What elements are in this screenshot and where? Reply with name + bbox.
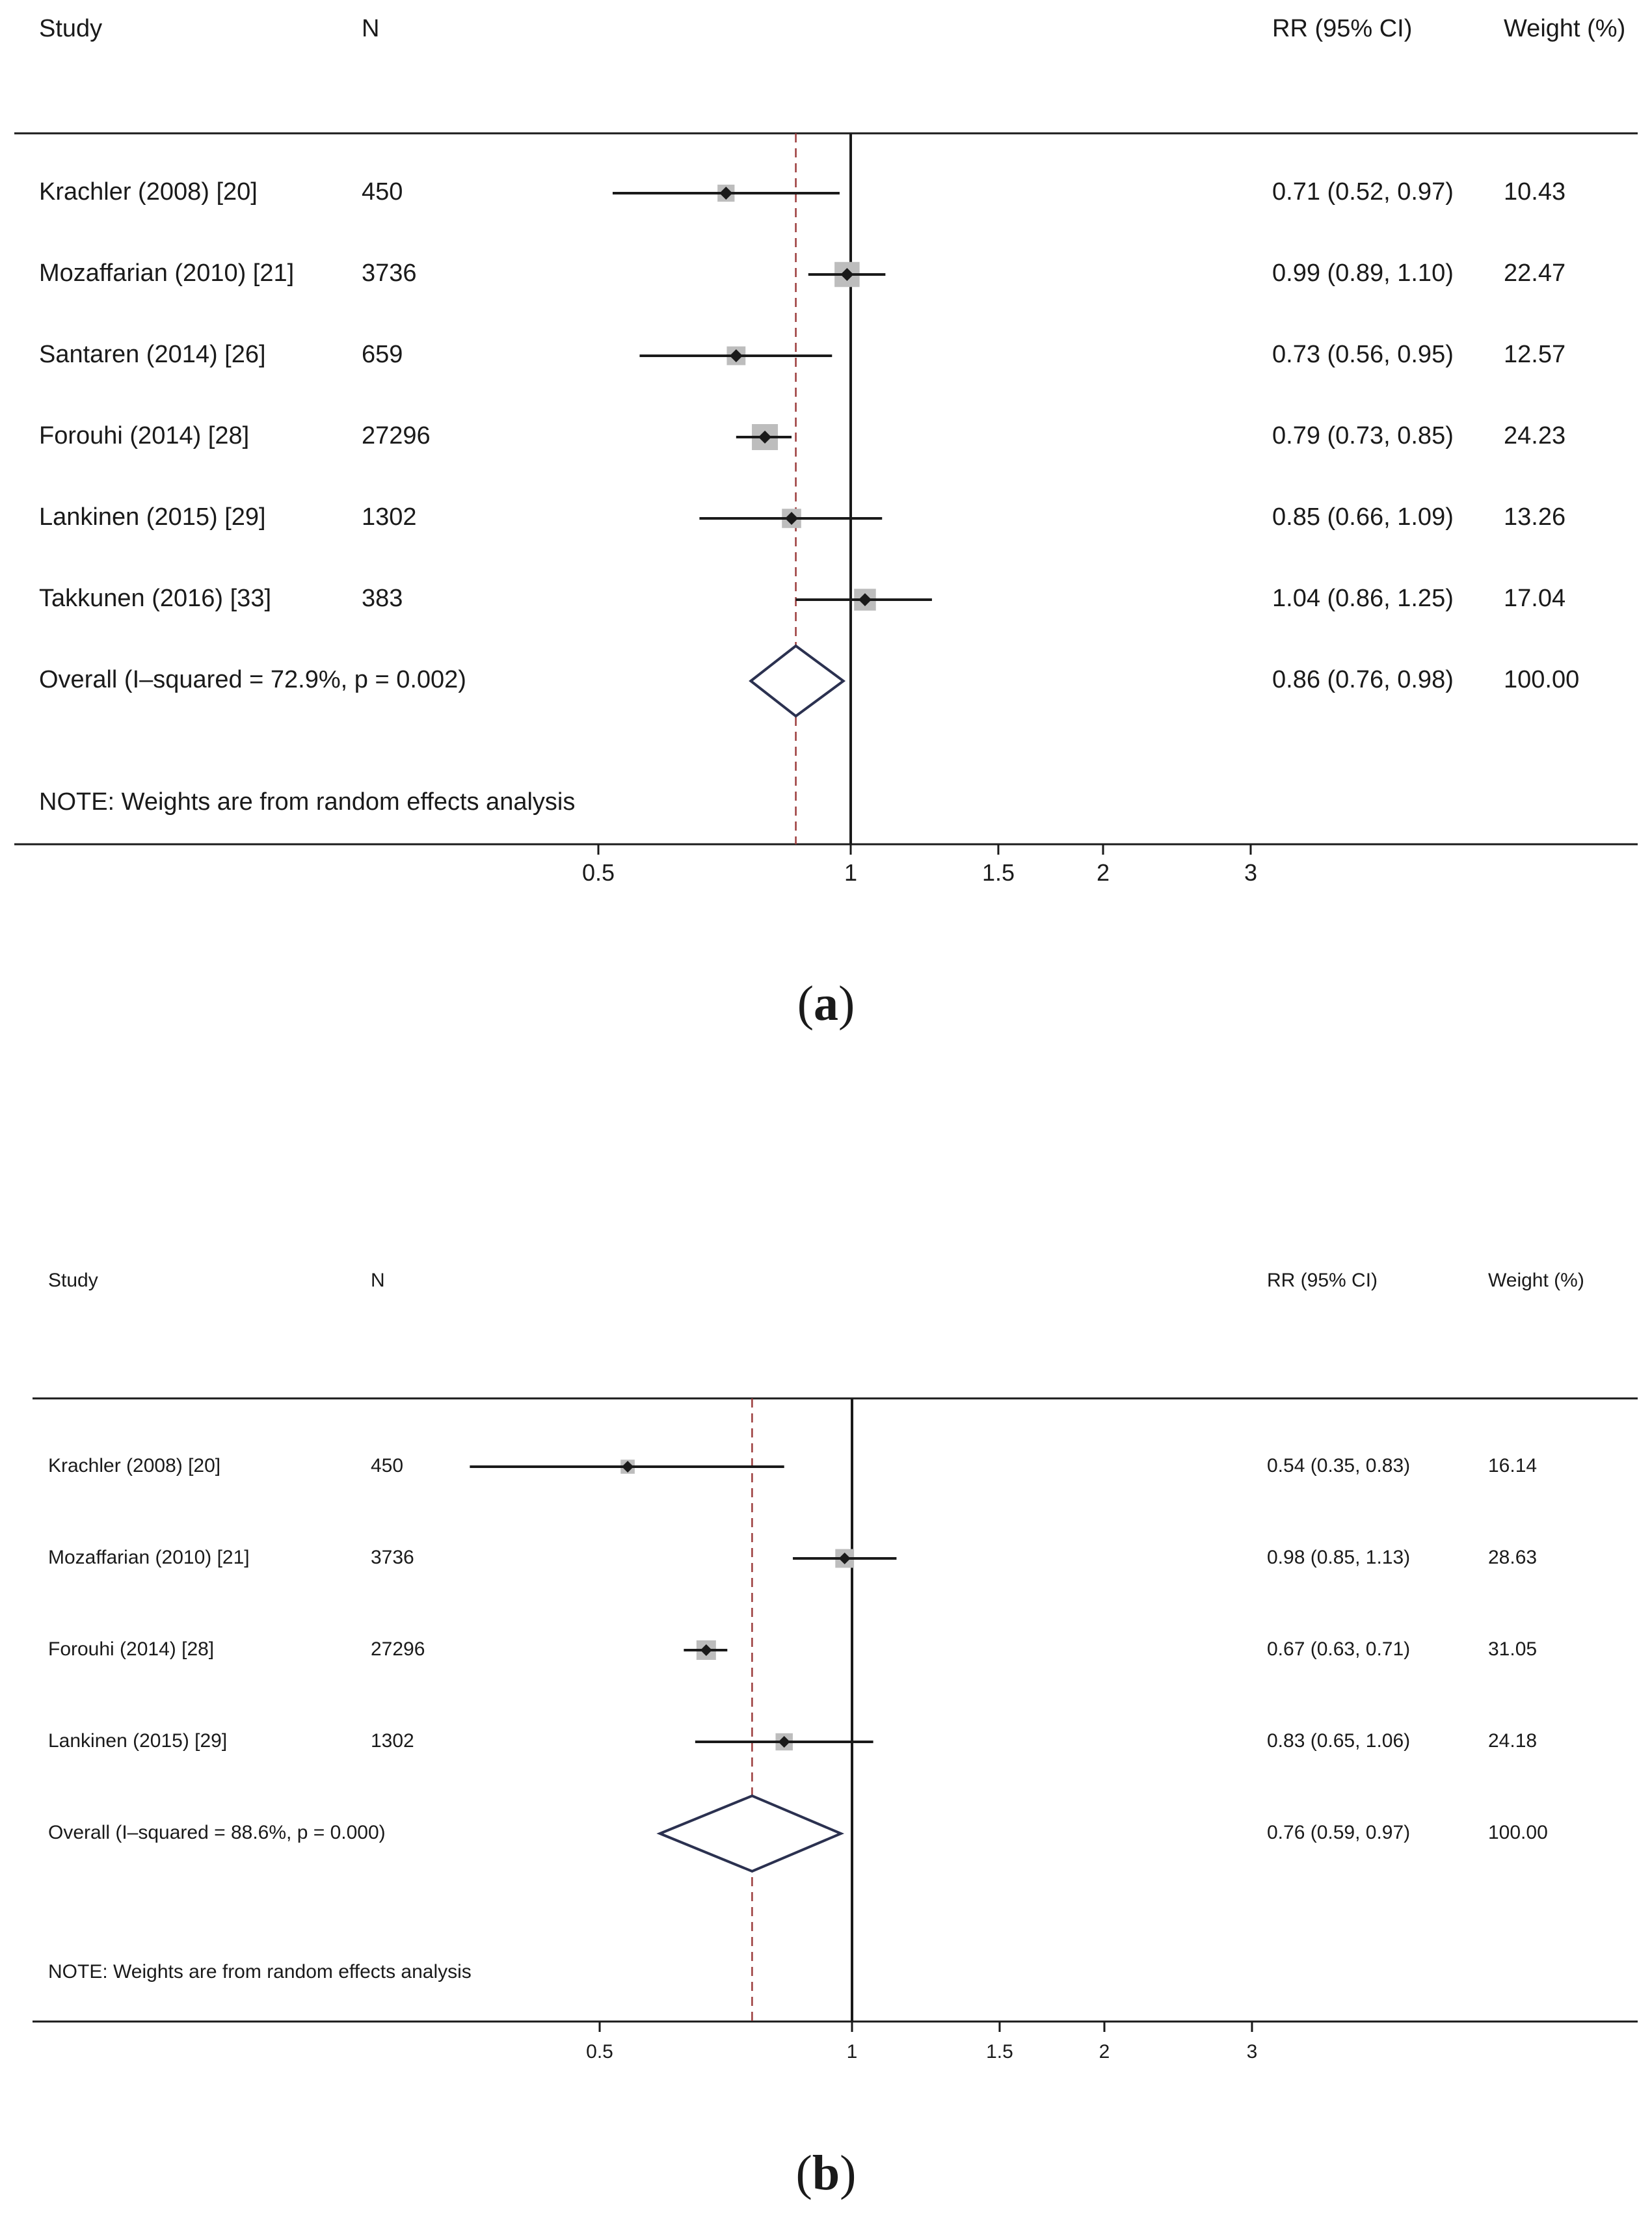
study-weight: 13.26 — [1504, 503, 1565, 531]
study-weight: 24.23 — [1504, 422, 1565, 449]
header-weight: Weight (%) — [1488, 1270, 1584, 1291]
overall-rr-ci: 0.86 (0.76, 0.98) — [1272, 666, 1454, 693]
x-tick-label: 3 — [1247, 2041, 1258, 2062]
study-label: Lankinen (2015) [29] — [39, 503, 266, 531]
study-weight: 10.43 — [1504, 178, 1565, 206]
forest-plot-panel-b: Study N RR (95% CI) Weight (%) Krachler (200… — [0, 1223, 1652, 2216]
overall-rr-ci: 0.76 (0.59, 0.97) — [1267, 1822, 1410, 1843]
study-label: Santaren (2014) [26] — [39, 341, 266, 368]
study-label: Krachler (2008) [20] — [39, 178, 258, 206]
study-weight: 28.63 — [1488, 1547, 1537, 1568]
panel-label-b: (b) — [795, 2146, 857, 2200]
x-tick-label: 0.5 — [586, 2041, 613, 2062]
x-tick-label: 2 — [1099, 2041, 1110, 2062]
study-point-estimate — [778, 1736, 790, 1748]
study-rr-ci: 0.71 (0.52, 0.97) — [1272, 178, 1454, 206]
x-tick-label: 3 — [1244, 859, 1257, 886]
panel-label-b-letter: b — [812, 2146, 840, 2200]
study-point-estimate — [719, 187, 733, 200]
study-point-estimate — [785, 512, 799, 525]
study-label: Forouhi (2014) [28] — [48, 1638, 214, 1660]
study-point-estimate — [758, 431, 772, 444]
study-rr-ci: 0.54 (0.35, 0.83) — [1267, 1455, 1410, 1476]
overall-diamond — [749, 644, 846, 718]
panel-label-a-letter: a — [814, 976, 838, 1031]
overall-weight: 100.00 — [1488, 1822, 1548, 1843]
study-n: 1302 — [362, 503, 417, 531]
x-tick-label: 2 — [1097, 859, 1110, 886]
x-tick-label: 0.5 — [582, 859, 615, 886]
study-rr-ci: 1.04 (0.86, 1.25) — [1272, 585, 1454, 612]
overall-weight: 100.00 — [1504, 666, 1579, 693]
weights-note: NOTE: Weights are from random effects an… — [48, 1961, 472, 1982]
study-n: 27296 — [371, 1638, 425, 1660]
study-weight: 31.05 — [1488, 1638, 1537, 1660]
study-weight: 22.47 — [1504, 260, 1565, 287]
study-n: 27296 — [362, 422, 431, 449]
x-tick-label: 1.5 — [986, 2041, 1013, 2062]
study-n: 383 — [362, 585, 403, 612]
study-label: Mozaffarian (2010) [21] — [39, 260, 294, 287]
study-rr-ci: 0.98 (0.85, 1.13) — [1267, 1547, 1410, 1568]
study-point-estimate — [700, 1644, 712, 1656]
forest-plot-panel-a: Study N RR (95% CI) Weight (%) Krachler (200… — [0, 0, 1652, 1041]
study-n: 659 — [362, 341, 403, 368]
x-tick-label: 1 — [844, 859, 857, 886]
x-tick-label: 1.5 — [982, 859, 1015, 886]
header-study: Study — [48, 1270, 98, 1291]
study-point-estimate — [622, 1461, 634, 1473]
x-tick-label: 1 — [847, 2041, 858, 2062]
study-weight: 24.18 — [1488, 1730, 1537, 1752]
overall-diamond — [656, 1794, 845, 1873]
study-n: 450 — [371, 1455, 403, 1476]
study-weight: 17.04 — [1504, 585, 1565, 612]
study-label: Forouhi (2014) [28] — [39, 422, 249, 449]
study-label: Takkunen (2016) [33] — [39, 585, 271, 612]
header-n: N — [362, 15, 379, 42]
study-rr-ci: 0.79 (0.73, 0.85) — [1272, 422, 1454, 449]
overall-label: Overall (I–squared = 88.6%, p = 0.000) — [48, 1822, 386, 1843]
study-n: 1302 — [371, 1730, 414, 1752]
study-rr-ci: 0.67 (0.63, 0.71) — [1267, 1638, 1410, 1660]
study-point-estimate — [729, 349, 743, 362]
study-rr-ci: 0.99 (0.89, 1.10) — [1272, 260, 1454, 287]
study-n: 3736 — [371, 1547, 414, 1568]
header-estimate: RR (95% CI) — [1272, 15, 1412, 42]
forest-plot-b-svg: Study N RR (95% CI) Weight (%) Krachler (200… — [33, 1270, 1638, 2062]
study-point-estimate — [858, 593, 872, 606]
study-point-estimate — [838, 1553, 851, 1564]
study-label: Mozaffarian (2010) [21] — [48, 1547, 250, 1568]
study-weight: 16.14 — [1488, 1455, 1537, 1476]
study-weight: 12.57 — [1504, 341, 1565, 368]
study-rr-ci: 0.85 (0.66, 1.09) — [1272, 503, 1454, 531]
forest-plot-a-svg: Study N RR (95% CI) Weight (%) Krachler (200… — [14, 15, 1638, 886]
study-rr-ci: 0.83 (0.65, 1.06) — [1267, 1730, 1410, 1752]
header-weight: Weight (%) — [1504, 15, 1625, 42]
study-point-estimate — [840, 268, 854, 281]
header-estimate: RR (95% CI) — [1267, 1270, 1378, 1291]
panel-label-a: (a) — [797, 976, 855, 1031]
study-label: Krachler (2008) [20] — [48, 1455, 220, 1476]
study-n: 450 — [362, 178, 403, 206]
header-study: Study — [39, 15, 102, 42]
study-label: Lankinen (2015) [29] — [48, 1730, 227, 1752]
study-n: 3736 — [362, 260, 417, 287]
header-n: N — [371, 1270, 385, 1291]
weights-note: NOTE: Weights are from random effects an… — [39, 788, 575, 816]
overall-label: Overall (I–squared = 72.9%, p = 0.002) — [39, 666, 466, 693]
study-rr-ci: 0.73 (0.56, 0.95) — [1272, 341, 1454, 368]
